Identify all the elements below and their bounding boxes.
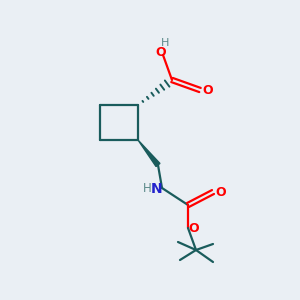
Text: H: H xyxy=(161,38,169,48)
Text: N: N xyxy=(151,182,163,196)
Polygon shape xyxy=(138,140,160,166)
Text: O: O xyxy=(216,185,226,199)
Text: O: O xyxy=(203,83,213,97)
Text: O: O xyxy=(189,223,199,236)
Text: H: H xyxy=(142,182,152,196)
Text: O: O xyxy=(156,46,166,59)
